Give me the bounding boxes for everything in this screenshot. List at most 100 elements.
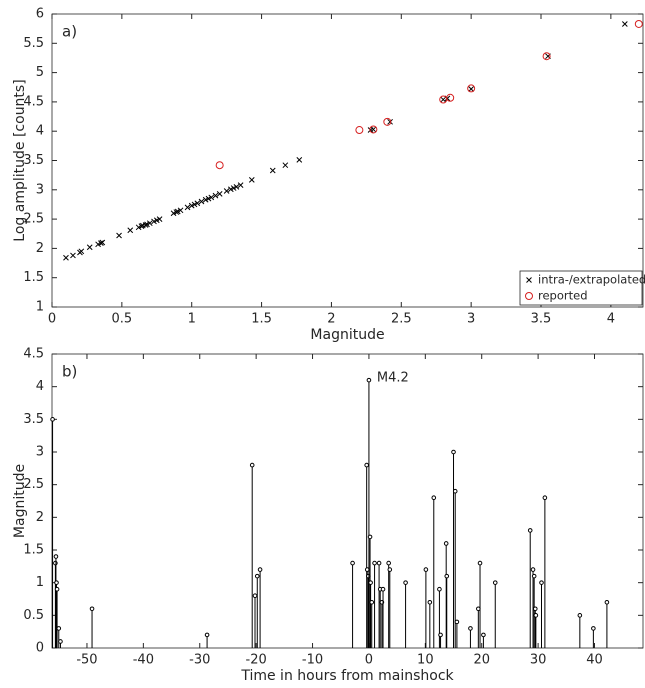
stem-marker: [366, 377, 372, 383]
y-tick-label: 1.5: [23, 270, 44, 285]
stem-marker: [438, 632, 443, 638]
stem-marker: [372, 560, 377, 566]
x-tick-label: 3: [467, 312, 475, 327]
y-tick-label: 2: [36, 241, 44, 256]
x-tick-label: 4: [607, 312, 615, 327]
cross-marker: [184, 204, 191, 211]
stem-marker: [577, 613, 583, 618]
stem-marker: [431, 495, 437, 501]
stem-marker: [481, 632, 486, 638]
x-tick-label: 0: [48, 312, 56, 327]
plot-area: [51, 353, 644, 649]
x-tick-label: -20: [246, 653, 267, 668]
x-tick-label: -10: [302, 653, 323, 668]
y-tick-label: 4: [36, 124, 44, 139]
x-tick-label: 2: [327, 312, 335, 327]
cross-marker: [173, 209, 180, 215]
stem-marker: [443, 541, 449, 546]
cross-marker: [63, 254, 69, 261]
stem-marker: [427, 599, 433, 605]
annotation: M4.2: [377, 371, 409, 386]
x-tick-label: 0: [365, 653, 373, 668]
stem-marker: [533, 613, 539, 618]
cross-marker: [194, 200, 201, 207]
stem-marker: [252, 593, 258, 599]
circle-marker: [383, 117, 392, 126]
cross-marker: [208, 194, 215, 201]
cross-marker: [237, 182, 244, 188]
y-tick-label: 3: [36, 445, 44, 460]
stem-marker: [444, 573, 450, 579]
y-tick-label: 2.5: [23, 477, 44, 492]
y-tick-label: 4: [36, 379, 44, 394]
stem-marker: [50, 417, 55, 422]
stem-marker: [54, 580, 59, 585]
stem-marker: [204, 632, 210, 638]
stem-marker: [369, 599, 375, 605]
stem-marker: [531, 573, 537, 579]
cross-marker: [98, 240, 104, 246]
stem-marker: [53, 560, 58, 566]
cross-marker: [70, 252, 76, 259]
cross-marker: [212, 192, 219, 199]
y-axis-label: Magnitude: [12, 464, 28, 538]
legend-box: [519, 270, 643, 306]
cross-marker: [248, 176, 255, 183]
y-tick-label: 0: [36, 641, 44, 656]
cross-marker: [198, 198, 205, 205]
cross-marker: [269, 167, 276, 174]
y-tick-label: 0.5: [23, 608, 44, 623]
x-tick-label: -50: [76, 653, 97, 668]
stem-marker: [367, 534, 373, 540]
cross-marker: [233, 184, 240, 190]
stem-marker: [386, 560, 391, 566]
stem-marker: [454, 619, 460, 625]
stem-marker: [591, 626, 596, 631]
stem-marker: [532, 606, 538, 612]
circle-marker: [467, 84, 476, 93]
y-tick-label: 3.5: [23, 153, 44, 168]
x-tick-label: 40: [586, 653, 603, 668]
cross-marker: [440, 96, 447, 103]
cross-marker: [86, 244, 93, 251]
circle-marker: [355, 126, 364, 135]
circle-marker: [446, 93, 455, 102]
cross-marker: [282, 162, 289, 169]
x-tick-label: 0.5: [112, 312, 133, 327]
stem-marker: [437, 586, 442, 592]
stem-marker: [58, 639, 63, 644]
legend-marker: [525, 292, 533, 300]
x-axis-label: Time in hours from mainshock: [240, 668, 454, 684]
stem-marker: [539, 580, 544, 585]
stem-marker: [249, 462, 255, 468]
stem-marker: [380, 586, 386, 592]
x-tick-label: 2.5: [391, 312, 412, 327]
stem-marker: [368, 580, 373, 585]
stem-marker: [468, 626, 473, 631]
cross-marker: [116, 232, 122, 239]
stem-marker: [492, 580, 498, 585]
circle-marker: [634, 19, 643, 28]
cross-marker: [468, 86, 475, 92]
cross-marker: [138, 223, 145, 229]
cross-marker: [296, 157, 303, 163]
y-tick-label: 3: [36, 182, 44, 197]
cross-marker: [370, 126, 377, 133]
y-tick-label: 1.5: [23, 543, 44, 558]
x-tick-label: -30: [189, 653, 210, 668]
cross-marker: [223, 188, 230, 194]
cross-marker: [142, 222, 149, 228]
stem-marker: [423, 567, 429, 572]
legend-label: intra-/extrapolated: [538, 273, 645, 287]
cross-marker: [78, 248, 85, 255]
plot-area: [51, 13, 644, 308]
cross-marker: [621, 21, 628, 27]
cross-marker: [177, 207, 184, 214]
cross-marker: [127, 227, 134, 234]
y-tick-label: 2: [36, 510, 44, 525]
x-tick-label: 1.5: [251, 312, 272, 327]
y-tick-label: 5: [36, 65, 44, 80]
y-tick-label: 1: [36, 575, 44, 590]
stem-marker: [451, 449, 456, 455]
y-tick-label: 1: [36, 300, 44, 315]
